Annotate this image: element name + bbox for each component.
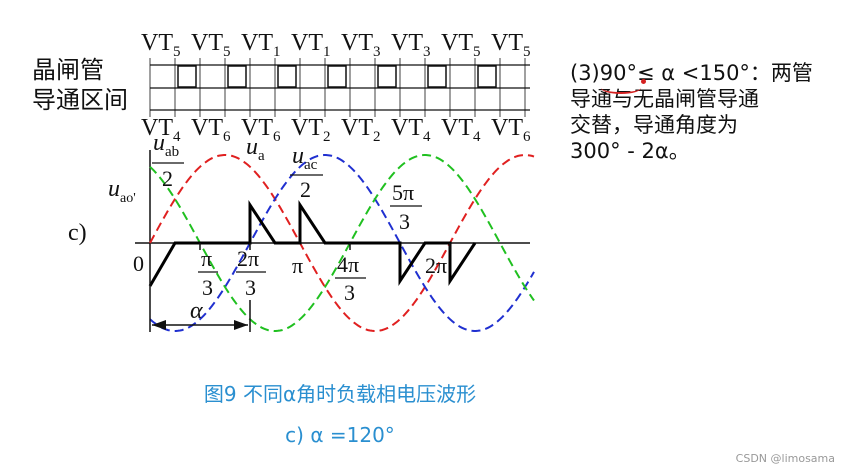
device-label-upper-2: VT5 bbox=[191, 30, 231, 60]
label-uac-denominator: 2 bbox=[300, 177, 311, 202]
device-label-upper-8: VT5 bbox=[491, 30, 531, 60]
row-label-line1: 晶闸管 bbox=[32, 56, 104, 84]
label-5pi3-denominator: 3 bbox=[399, 209, 410, 234]
label-ua: u bbox=[246, 134, 258, 160]
note-line-3: 交替，导通角度为 bbox=[570, 113, 738, 137]
device-label-lower-8: VT6 bbox=[491, 115, 531, 145]
note-line-2: 导通与无晶闸管导通 bbox=[570, 87, 759, 111]
note-line-4: 300° - 2α。 bbox=[570, 139, 690, 163]
tick-label-2pi3-denominator: 3 bbox=[245, 275, 256, 300]
red-dot-annotation bbox=[641, 79, 646, 84]
row-label-line2: 导通区间 bbox=[32, 86, 128, 114]
device-label-lower-6: VT4 bbox=[391, 115, 431, 145]
output-phase-voltage-waveform bbox=[148, 199, 477, 287]
device-label-lower-2: VT6 bbox=[191, 115, 231, 145]
device-label-upper-6: VT3 bbox=[391, 30, 431, 60]
phase-a-voltage-curve bbox=[149, 154, 535, 332]
tick-label-2pi: 2π bbox=[425, 253, 447, 278]
explanation-note: (3)90°≤ α <150°：两管 导通与无晶闸管导通 交替，导通角度为 30… bbox=[570, 60, 845, 164]
label-ua-subscript: a bbox=[258, 148, 265, 164]
device-label-lower-7: VT4 bbox=[441, 115, 481, 145]
phase-b-voltage-curve bbox=[149, 154, 535, 332]
conduction-interval-block bbox=[149, 58, 530, 117]
note-line-1: (3)90°≤ α <150°：两管 bbox=[570, 61, 813, 85]
label-uao-subscript: ao' bbox=[120, 191, 136, 206]
tick-label-pi3-numerator: π bbox=[201, 246, 212, 271]
device-label-lower-4: VT2 bbox=[291, 115, 331, 145]
upper-device-labels: VT5 VT5 VT1 VT1 VT3 VT3 VT5 VT5 bbox=[141, 30, 531, 60]
tick-label-pi3-denominator: 3 bbox=[202, 275, 213, 300]
device-label-upper-1: VT5 bbox=[141, 30, 181, 60]
label-uao: u bbox=[108, 176, 120, 202]
red-underline-annotation bbox=[601, 82, 641, 94]
label-5pi3-numerator: 5π bbox=[392, 180, 414, 205]
device-label-upper-4: VT1 bbox=[291, 30, 331, 60]
alpha-label: α bbox=[190, 298, 203, 324]
device-label-upper-3: VT1 bbox=[241, 30, 281, 60]
device-label-upper-5: VT3 bbox=[341, 30, 381, 60]
tick-label-pi: π bbox=[292, 253, 303, 278]
x-axis-ticks bbox=[199, 243, 451, 250]
watermark: CSDN @limosama bbox=[735, 452, 835, 465]
device-label-upper-7: VT5 bbox=[441, 30, 481, 60]
label-uab-numerator: u bbox=[153, 130, 165, 156]
origin-label: 0 bbox=[133, 251, 144, 276]
figure-caption: 图9 不同α角时负载相电压波形 bbox=[203, 382, 477, 406]
label-uac-numerator: u bbox=[292, 143, 304, 169]
device-label-lower-5: VT2 bbox=[341, 115, 381, 145]
tick-label-2pi3-numerator: 2π bbox=[237, 246, 259, 271]
lower-device-labels: VT4 VT6 VT6 VT2 VT2 VT4 VT4 VT6 bbox=[141, 115, 531, 145]
figure-subcaption: c) α =120° bbox=[285, 423, 395, 447]
label-uab-denominator: 2 bbox=[162, 166, 173, 191]
tick-label-4pi3-numerator: 4π bbox=[337, 252, 359, 277]
phase-c-voltage-curve bbox=[149, 154, 535, 332]
panel-label-c: c) bbox=[68, 220, 87, 246]
tick-label-4pi3-denominator: 3 bbox=[344, 280, 355, 305]
alpha-dimension bbox=[149, 262, 251, 332]
label-uab-subscript: ab bbox=[165, 144, 179, 160]
label-uac-subscript: ac bbox=[304, 157, 318, 173]
